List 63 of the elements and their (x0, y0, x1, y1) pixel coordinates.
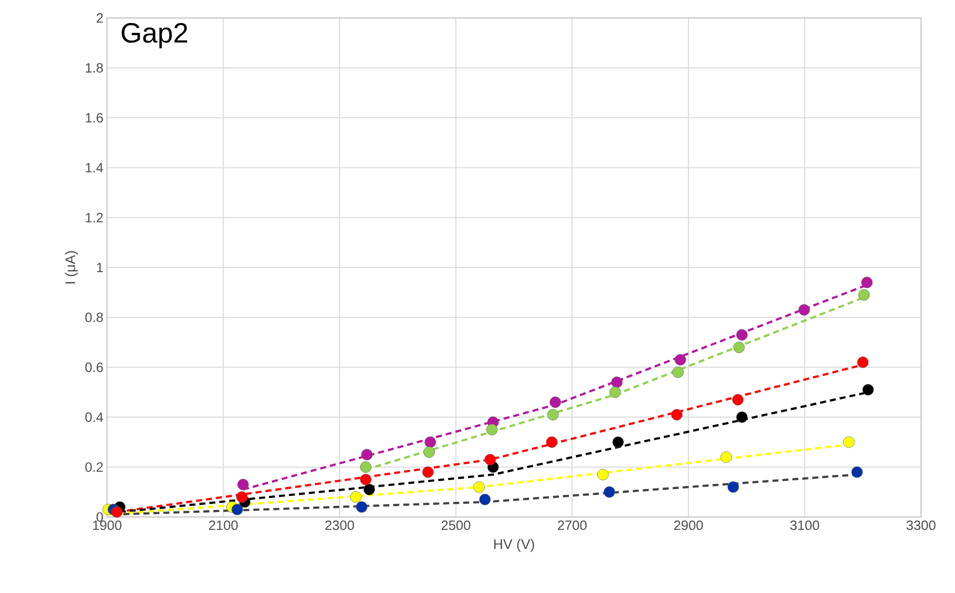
point (861, 276, 873, 288)
y-tick-label: 0.6 (85, 362, 103, 372)
x-axis-title: HV (V) (494, 538, 534, 552)
x-tick-label: 2100 (209, 520, 238, 530)
point (611, 376, 623, 388)
point (479, 494, 491, 506)
point (671, 408, 683, 420)
point (350, 491, 362, 503)
point (798, 304, 810, 316)
point (736, 329, 748, 341)
y-tick-label: 0 (96, 512, 103, 522)
point (111, 506, 123, 518)
point (422, 466, 434, 478)
point (609, 386, 621, 398)
y-tick-label: 1 (97, 262, 103, 272)
point (361, 448, 373, 460)
point (486, 424, 498, 436)
point (423, 446, 435, 458)
x-tick-label: 2700 (558, 520, 587, 530)
y-tick-label: 1.2 (86, 212, 103, 222)
point (612, 436, 624, 448)
point (364, 484, 375, 496)
point (473, 481, 485, 493)
point (484, 454, 496, 466)
x-tick-label: 2300 (325, 520, 354, 530)
point (356, 501, 368, 513)
point (858, 289, 870, 301)
y-tick-label: 0.8 (85, 312, 103, 322)
point (604, 486, 616, 498)
point (862, 384, 874, 396)
x-tick-label: 3100 (790, 520, 820, 530)
point (237, 478, 249, 490)
point (597, 468, 609, 480)
chart-title: Gap2 (122, 23, 188, 48)
y-tick-label: 0.2 (85, 462, 103, 472)
point (851, 466, 863, 478)
point (236, 491, 248, 503)
point (732, 394, 744, 406)
x-tick-label: 1900 (93, 520, 122, 530)
point (857, 356, 869, 368)
point (720, 451, 732, 463)
y-tick-label: 2 (96, 13, 103, 23)
point (546, 436, 558, 448)
point (424, 436, 436, 448)
x-tick-label: 3300 (906, 520, 936, 530)
point (728, 481, 739, 493)
point (547, 408, 559, 420)
point (360, 461, 372, 473)
point (733, 342, 745, 354)
y-tick-label: 1.4 (86, 163, 104, 172)
point (360, 474, 372, 486)
point (232, 504, 243, 516)
point (672, 366, 684, 378)
y-axis-title: I (μA) (64, 251, 78, 284)
x-tick-label: 2900 (674, 520, 703, 530)
y-tick-label: 1.8 (86, 63, 103, 73)
point (674, 354, 686, 366)
point (736, 411, 748, 423)
y-tick-label: 1.6 (86, 113, 103, 123)
y-tick-label: 0.4 (85, 412, 104, 422)
x-tick-label: 2500 (442, 520, 470, 530)
point (550, 396, 561, 408)
point (843, 436, 855, 448)
